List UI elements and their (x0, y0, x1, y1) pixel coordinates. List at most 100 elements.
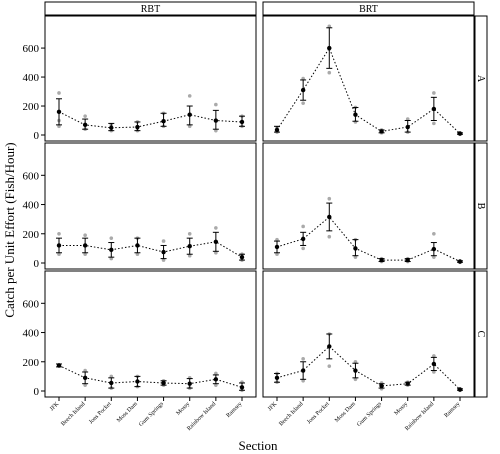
raw-point (353, 359, 358, 364)
mean-point (213, 239, 219, 245)
mean-point (213, 377, 219, 382)
raw-point (214, 371, 218, 376)
strip-brt (262, 1, 475, 16)
raw-point (432, 354, 436, 358)
mean-point (239, 385, 245, 390)
mean-point (431, 106, 437, 112)
raw-point (214, 102, 218, 107)
mean-line (58, 111, 243, 129)
mean-point (379, 257, 384, 263)
raw-point (327, 364, 332, 368)
x-tick-label: Beech Island (60, 401, 86, 427)
raw-point (432, 231, 436, 236)
x-tick-label: Moss Dam (334, 401, 357, 424)
mean-point (327, 214, 332, 220)
mean-line (276, 216, 461, 262)
raw-point (187, 94, 192, 98)
y-tick-label: 200 (23, 101, 40, 113)
y-tick-label: 600 (23, 298, 40, 310)
panel-brt-b (262, 142, 475, 270)
column-strips: RBT BRT (44, 1, 475, 16)
mean-point (457, 131, 463, 136)
mean-point (353, 112, 358, 117)
raw-point (83, 383, 87, 387)
mean-line (276, 46, 461, 134)
raw-point (301, 246, 305, 251)
raw-point (275, 252, 279, 257)
row-strips: A B C (474, 15, 488, 398)
x-tick-label: Mossy (176, 401, 192, 417)
mean-point (161, 380, 166, 386)
mean-point (405, 124, 410, 130)
mean-point (109, 380, 114, 386)
panels (44, 15, 475, 398)
x-tick-label: JFK (49, 401, 61, 413)
strip-label-brt: BRT (359, 4, 378, 15)
x-tick-label: Gum Springs (356, 401, 383, 428)
raw-point (135, 252, 140, 257)
strip-row-c (474, 270, 488, 398)
y-axis-title: Catch per Unit Effort (Fish/Hour) (2, 142, 17, 317)
raw-point (187, 253, 192, 258)
mean-point (274, 244, 280, 250)
y-tick-label: 0 (34, 130, 40, 142)
mean-point (82, 122, 88, 128)
y-tick-label: 400 (23, 328, 40, 340)
y-tick-label: 400 (23, 200, 40, 212)
mean-point (187, 381, 192, 386)
raw-point (432, 91, 436, 95)
mean-point (213, 118, 219, 123)
mean-point (300, 87, 306, 93)
raw-point (327, 24, 332, 29)
strip-row-label-c: C (475, 331, 486, 338)
strip-rbt (44, 1, 257, 16)
mean-point (109, 125, 114, 130)
panel-brt-c (262, 270, 475, 398)
raw-point (301, 76, 305, 81)
raw-point (301, 378, 305, 383)
raw-point (109, 236, 114, 240)
panel-rbt-c (44, 270, 257, 398)
x-tick-label: Ramsey (225, 401, 243, 419)
raw-point (327, 70, 332, 75)
y-tick-label: 200 (23, 357, 40, 369)
raw-point (161, 258, 166, 262)
mean-point (56, 363, 62, 368)
mean-point (239, 254, 245, 260)
mean-line (58, 364, 243, 388)
mean-point (431, 246, 437, 252)
mean-point (135, 243, 140, 248)
x-tick-label: Jons Pocket (88, 401, 113, 426)
panel-brt-a (262, 15, 475, 142)
raw-point (214, 383, 218, 387)
y-tick-label: 400 (23, 72, 40, 84)
raw-point (301, 357, 305, 361)
y-axis-c: 0 200 400 600 (23, 298, 45, 398)
raw-point (83, 368, 87, 373)
mean-point (161, 119, 166, 124)
raw-point (214, 226, 218, 230)
mean-point (353, 246, 358, 251)
raw-point (161, 239, 166, 243)
raw-point (405, 117, 410, 121)
mean-point (353, 368, 358, 373)
x-tick-label: Moss Dam (116, 401, 139, 424)
raw-point (187, 124, 192, 129)
y-axis-a: 0 200 400 600 (23, 43, 45, 142)
x-tick-label: Jons Pocket (306, 401, 331, 426)
panel-rbt-b (44, 142, 257, 270)
panel-border (44, 270, 257, 398)
raw-point (83, 252, 87, 257)
raw-point (353, 255, 358, 259)
mean-point (274, 127, 280, 133)
x-tick-label: Rainbow Island (186, 401, 217, 432)
mean-point (327, 344, 332, 349)
mean-point (109, 247, 114, 253)
y-axes: 0 200 400 600 0 200 400 600 0 200 400 600 (23, 43, 45, 398)
y-tick-label: 200 (23, 229, 40, 241)
panel-border (262, 142, 475, 270)
strip-row-label-b: B (475, 203, 486, 210)
x-tick-label: Rainbow Island (404, 401, 435, 432)
mean-point (82, 243, 88, 248)
